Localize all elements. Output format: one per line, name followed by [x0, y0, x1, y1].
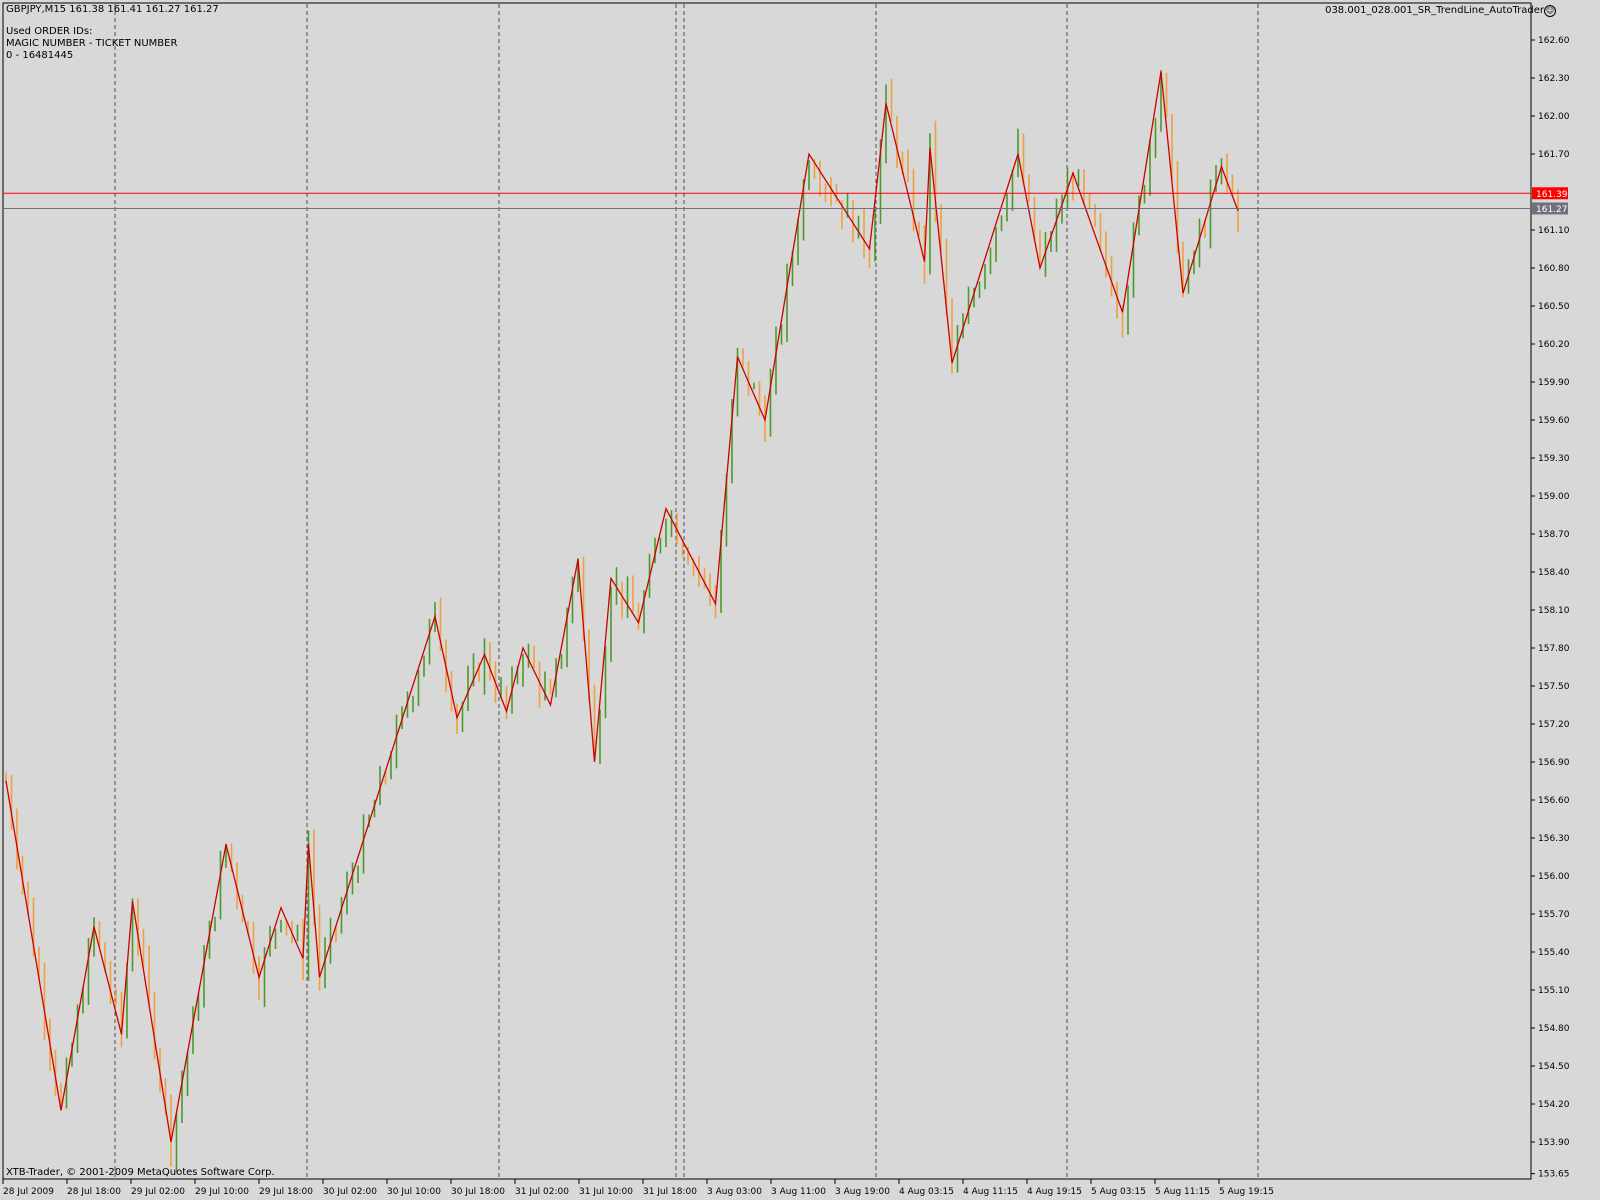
order-ids-title: Used ORDER IDs: — [6, 26, 93, 37]
time-tick-label: 3 Aug 19:00 — [835, 1187, 890, 1197]
price-tick-label: 156.30 — [1538, 834, 1570, 844]
smiley-icon[interactable]: ☺ — [1544, 5, 1556, 17]
time-tick-label: 29 Jul 10:00 — [195, 1187, 249, 1197]
price-tag — [1532, 187, 1568, 200]
price-tick-label: 157.50 — [1538, 682, 1570, 692]
price-tag-label: 161.27 — [1536, 205, 1568, 215]
time-tick-label: 30 Jul 18:00 — [451, 1187, 505, 1197]
symbol-quote: GBPJPY,M15 161.38 161.41 161.27 161.27 — [6, 4, 219, 15]
time-tick-label: 29 Jul 02:00 — [131, 1187, 185, 1197]
price-axis: 162.60 162.30 162.00 161.70 161.10 160.80 160.… — [1531, 36, 1570, 1180]
price-tick-label: 159.30 — [1538, 454, 1570, 464]
time-tick-label: 4 Aug 03:15 — [899, 1187, 954, 1197]
order-ids-panel: Used ORDER IDs: MAGIC NUMBER - TICKET NU… — [6, 26, 177, 62]
plot-area-border — [2, 2, 1532, 1180]
price-tick-label: 155.40 — [1538, 948, 1570, 958]
time-tick-label: 4 Aug 19:15 — [1027, 1187, 1082, 1197]
price-tick-label: 158.40 — [1538, 568, 1570, 578]
zigzag-indicator — [5, 71, 1239, 1143]
expert-advisor-name[interactable]: 038.001_028.001_SR_TrendLine_AutoTrader — [1325, 5, 1544, 16]
time-tick-label: 4 Aug 11:15 — [963, 1187, 1018, 1197]
price-tick-label: 160.80 — [1538, 264, 1570, 274]
time-tick-label: 5 Aug 11:15 — [1155, 1187, 1210, 1197]
price-tick-label: 160.20 — [1538, 340, 1570, 350]
time-tick-label: 30 Jul 02:00 — [323, 1187, 377, 1197]
price-tick-label: 159.60 — [1538, 416, 1570, 426]
price-tick-label: 156.00 — [1538, 872, 1570, 882]
order-ids-columns: MAGIC NUMBER - TICKET NUMBER — [6, 38, 178, 49]
time-tick-label: 31 Jul 02:00 — [515, 1187, 569, 1197]
price-tick-label: 154.20 — [1538, 1100, 1570, 1110]
price-tick-label: 156.90 — [1538, 758, 1570, 768]
price-tick-label: 157.20 — [1538, 720, 1570, 730]
time-tick-label: 30 Jul 10:00 — [387, 1187, 441, 1197]
price-tick-label: 162.00 — [1538, 112, 1570, 122]
time-tick-label: 5 Aug 03:15 — [1091, 1187, 1146, 1197]
time-axis: 28 Jul 2009 28 Jul 18:00 29 Jul 02:00 29 Ju… — [2, 1179, 1274, 1197]
price-tick-label: 153.65 — [1538, 1170, 1570, 1180]
price-tick-label: 159.00 — [1538, 492, 1570, 502]
price-lines: 161.39 161.27 — [3, 187, 1568, 215]
price-tag — [1532, 202, 1568, 215]
price-tick-label: 158.70 — [1538, 530, 1570, 540]
price-tick-label: 161.70 — [1538, 150, 1570, 160]
order-ids-entry: 0 - 16481445 — [6, 50, 74, 61]
price-tick-label: 158.10 — [1538, 606, 1570, 616]
price-tick-label: 161.10 — [1538, 226, 1570, 236]
price-tag-label: 161.39 — [1536, 190, 1568, 200]
price-tick-label: 155.10 — [1538, 986, 1570, 996]
time-tick-label: 29 Jul 18:00 — [259, 1187, 313, 1197]
time-tick-label: 28 Jul 2009 — [3, 1187, 54, 1197]
price-tick-label: 155.70 — [1538, 910, 1570, 920]
price-tick-label: 156.60 — [1538, 796, 1570, 806]
copyright-text: XTB-Trader, © 2001-2009 MetaQuotes Softw… — [6, 1167, 275, 1178]
price-tick-label: 153.90 — [1538, 1138, 1570, 1148]
price-tick-label: 160.50 — [1538, 302, 1570, 312]
time-tick-label: 3 Aug 03:00 — [707, 1187, 762, 1197]
time-tick-label: 31 Jul 18:00 — [643, 1187, 697, 1197]
price-tick-label: 162.30 — [1538, 74, 1570, 84]
price-tick-label: 162.60 — [1538, 36, 1570, 46]
time-tick-label: 28 Jul 18:00 — [67, 1187, 121, 1197]
price-tick-label: 157.80 — [1538, 644, 1570, 654]
time-tick-label: 5 Aug 19:15 — [1219, 1187, 1274, 1197]
price-tick-label: 154.80 — [1538, 1024, 1570, 1034]
time-tick-label: 31 Jul 10:00 — [579, 1187, 633, 1197]
price-tick-label: 154.50 — [1538, 1062, 1570, 1072]
time-tick-label: 3 Aug 11:00 — [771, 1187, 826, 1197]
price-tick-label: 159.90 — [1538, 378, 1570, 388]
